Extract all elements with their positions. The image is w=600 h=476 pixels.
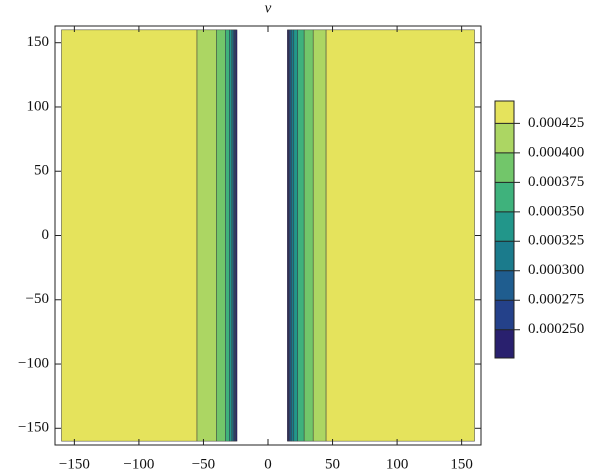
colorbar-tick-label: 0.000375 bbox=[528, 174, 584, 190]
contour-region bbox=[312, 29, 327, 442]
contour-region bbox=[235, 29, 238, 442]
x-tick-label: −100 bbox=[123, 456, 154, 472]
chart-title: ν bbox=[265, 0, 272, 16]
colorbar-band bbox=[495, 211, 514, 242]
x-tick-label: −150 bbox=[59, 456, 90, 472]
colorbar-band bbox=[495, 101, 514, 124]
y-tick-label: −50 bbox=[26, 291, 49, 307]
contour-region bbox=[325, 29, 475, 442]
y-tick-label: 150 bbox=[27, 34, 50, 50]
contour-region bbox=[61, 29, 198, 442]
contour-region bbox=[290, 29, 295, 442]
y-tick-label: 50 bbox=[34, 163, 49, 179]
y-tick-label: −150 bbox=[18, 420, 49, 436]
colorbar-band bbox=[495, 329, 514, 358]
x-tick-label: 0 bbox=[264, 456, 272, 472]
colorbar-band bbox=[495, 241, 514, 271]
colorbar-tick-label: 0.000400 bbox=[528, 144, 584, 160]
x-tick-label: 100 bbox=[386, 456, 409, 472]
contour-region bbox=[303, 29, 314, 442]
x-tick-label: 150 bbox=[450, 456, 473, 472]
contour-region bbox=[225, 29, 230, 442]
colorbar-tick-label: 0.000250 bbox=[528, 321, 584, 337]
y-tick-label: −100 bbox=[18, 355, 49, 371]
contour-region bbox=[297, 29, 305, 442]
colorbar-band bbox=[495, 152, 514, 183]
colorbar-tick-label: 0.000350 bbox=[528, 203, 584, 219]
contour-region bbox=[196, 29, 217, 442]
colorbar-tick-label: 0.000300 bbox=[528, 262, 584, 278]
contour-region bbox=[293, 29, 298, 442]
colorbar-band bbox=[495, 270, 514, 301]
colorbar-band bbox=[495, 182, 514, 212]
y-tick-label: 100 bbox=[27, 98, 50, 114]
colorbar-tick-label: 0.000425 bbox=[528, 115, 584, 131]
x-tick-label: −50 bbox=[192, 456, 215, 472]
colorbar-tick-label: 0.000275 bbox=[528, 292, 584, 308]
colorbar-band bbox=[495, 300, 514, 330]
colorbar-frame bbox=[494, 100, 515, 359]
contour-region bbox=[216, 29, 226, 442]
colorbar-tick-label: 0.000325 bbox=[528, 233, 584, 249]
y-tick-label: 0 bbox=[42, 227, 50, 243]
x-tick-label: 50 bbox=[325, 456, 340, 472]
contour-region bbox=[229, 29, 233, 442]
colorbar-band bbox=[495, 123, 514, 153]
